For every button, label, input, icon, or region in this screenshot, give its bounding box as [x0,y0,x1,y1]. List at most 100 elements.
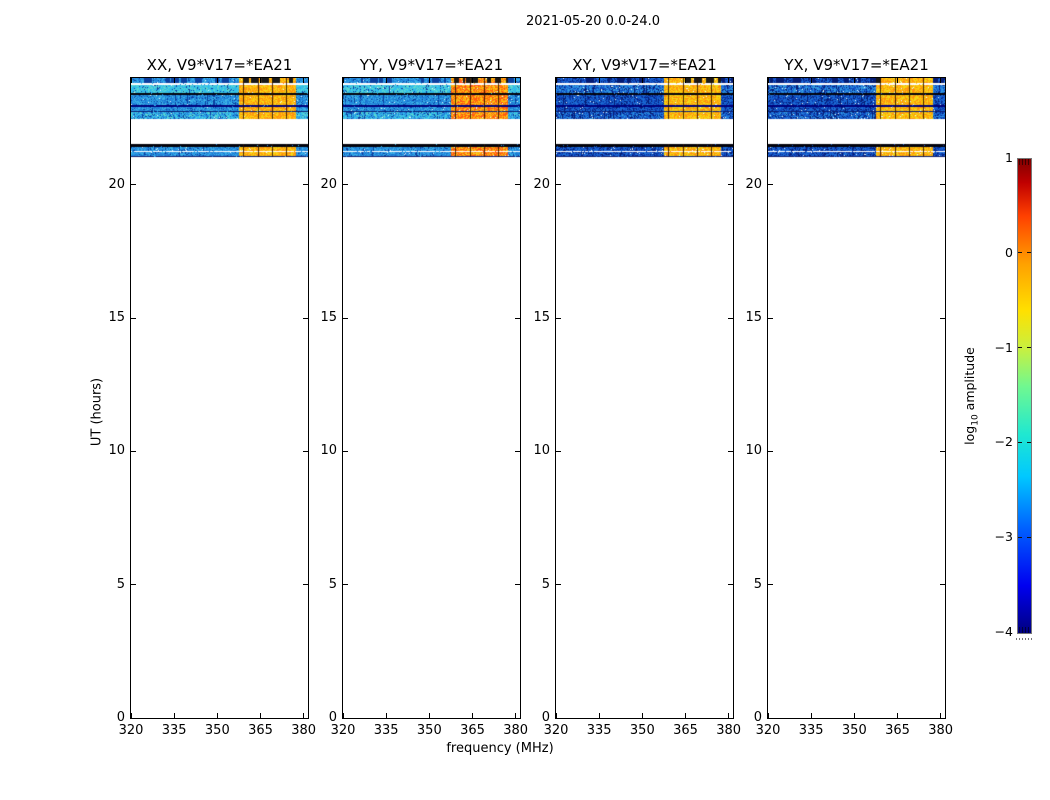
x-tick-label: 380 [716,723,742,738]
axis-tick [131,317,136,319]
axis-tick [173,78,175,83]
axis-tick [131,717,136,719]
colorbar-tick-dash [1027,347,1031,349]
x-tick-label: 320 [330,723,356,738]
y-tick-label: 0 [116,710,125,725]
axis-tick [555,78,557,83]
colorbar-tick-dash [1018,252,1022,254]
axis-tick [728,184,733,186]
figure-title: 2021-05-20 0.0-24.0 [526,14,660,29]
axis-tick [303,717,308,719]
axis-tick [385,713,387,718]
axis-tick [343,317,348,319]
axis-tick [768,450,773,452]
panel-xx: XX, V9*V17=*EA21 320 335 350 365 380 0 5 10 15 2… [108,0,316,800]
panel-yy-title: YY, V9*V17=*EA21 [359,56,504,74]
y-tick-label: 20 [320,176,337,192]
colorbar-minor-dots [1016,638,1034,640]
axis-tick [515,78,517,83]
axis-tick [515,184,520,186]
x-tick-label: 350 [416,723,442,738]
panel-xy-heatmap-canvas [556,78,733,718]
axis-tick [303,450,308,452]
panel-yx-plot-area [767,77,946,719]
axis-tick [940,317,945,319]
axis-tick [556,584,561,586]
x-tick-label: 335 [798,723,824,738]
y-tick-label: 15 [533,310,550,325]
y-tick-label: 0 [328,710,337,725]
panel-yx: YX, V9*V17=*EA21 320 335 350 365 380 0 5 10 15 2… [745,0,953,800]
x-tick-label: 365 [248,723,273,738]
axis-tick [303,713,305,718]
y-tick-label: 20 [108,176,125,192]
axis-tick [598,78,600,83]
panel-xx-plot-area [130,77,309,719]
x-tick-label: 380 [928,723,954,738]
axis-tick [767,78,769,83]
axis-tick [685,713,686,718]
axis-tick [685,78,686,83]
axis-tick [556,184,561,186]
axis-tick [130,78,132,83]
axis-tick [173,713,175,718]
axis-tick [728,78,730,83]
axis-tick [130,713,132,718]
axis-tick [940,713,942,718]
y-tick-label: 0 [753,710,762,725]
axis-tick [810,713,812,718]
colorbar-tick-dash [1018,347,1022,349]
x-tick-label: 350 [841,723,867,738]
colorbar-tick-dash [1018,536,1022,538]
panel-xx-heatmap-canvas [131,78,308,718]
axis-tick [598,713,600,718]
axis-tick [556,450,561,452]
axis-tick [515,317,520,319]
panel-xx-title: XX, V9*V17=*EA21 [146,56,293,74]
panel-yx-heatmap-canvas [768,78,945,718]
colorbar-tick-label: −1 [994,339,1013,355]
axis-tick [385,78,387,83]
axis-tick [940,184,945,186]
y-tick-label: 5 [116,576,125,592]
y-tick-label: 20 [745,176,762,192]
x-tick-label: 335 [586,723,612,738]
axis-tick [555,713,557,718]
axis-tick [303,78,305,83]
axis-tick [810,78,812,83]
axis-tick [428,78,430,83]
panel-yy-plot-area [342,77,521,719]
axis-tick [728,317,733,319]
y-tick-label: 20 [533,176,550,192]
y-axis-label: UT (hours) [89,377,105,447]
panel-yx-title: YX, V9*V17=*EA21 [784,56,929,74]
colorbar-tick-label: −2 [994,434,1013,450]
axis-tick [343,584,348,586]
axis-tick [515,584,520,586]
axis-tick [303,584,308,586]
y-tick-label: 5 [541,576,550,592]
panel-xy-title: XY, V9*V17=*EA21 [572,56,717,74]
panel-xy: XY, V9*V17=*EA21 320 335 350 365 380 0 5 10 15 2… [533,0,741,800]
axis-tick [303,184,308,186]
axis-tick [768,584,773,586]
x-tick-label: 320 [755,723,781,738]
x-tick-label: 380 [291,723,317,738]
axis-tick [515,717,520,719]
axis-tick [131,184,136,186]
x-tick-label: 335 [161,723,187,738]
x-axis-label: frequency (MHz) [446,741,554,756]
y-tick-label: 10 [533,443,550,459]
axis-tick [472,713,473,718]
colorbar [1017,158,1032,634]
x-tick-label: 335 [373,723,399,738]
colorbar-tick-dash [1018,441,1022,443]
y-tick-label: 0 [541,710,550,725]
colorbar-label-sub: 10 [970,414,981,426]
axis-tick [853,78,855,83]
axis-tick [767,713,769,718]
colorbar-tick-label: 0 [1005,244,1013,260]
axis-tick [897,713,898,718]
axis-tick [343,450,348,452]
axis-tick [260,713,261,718]
